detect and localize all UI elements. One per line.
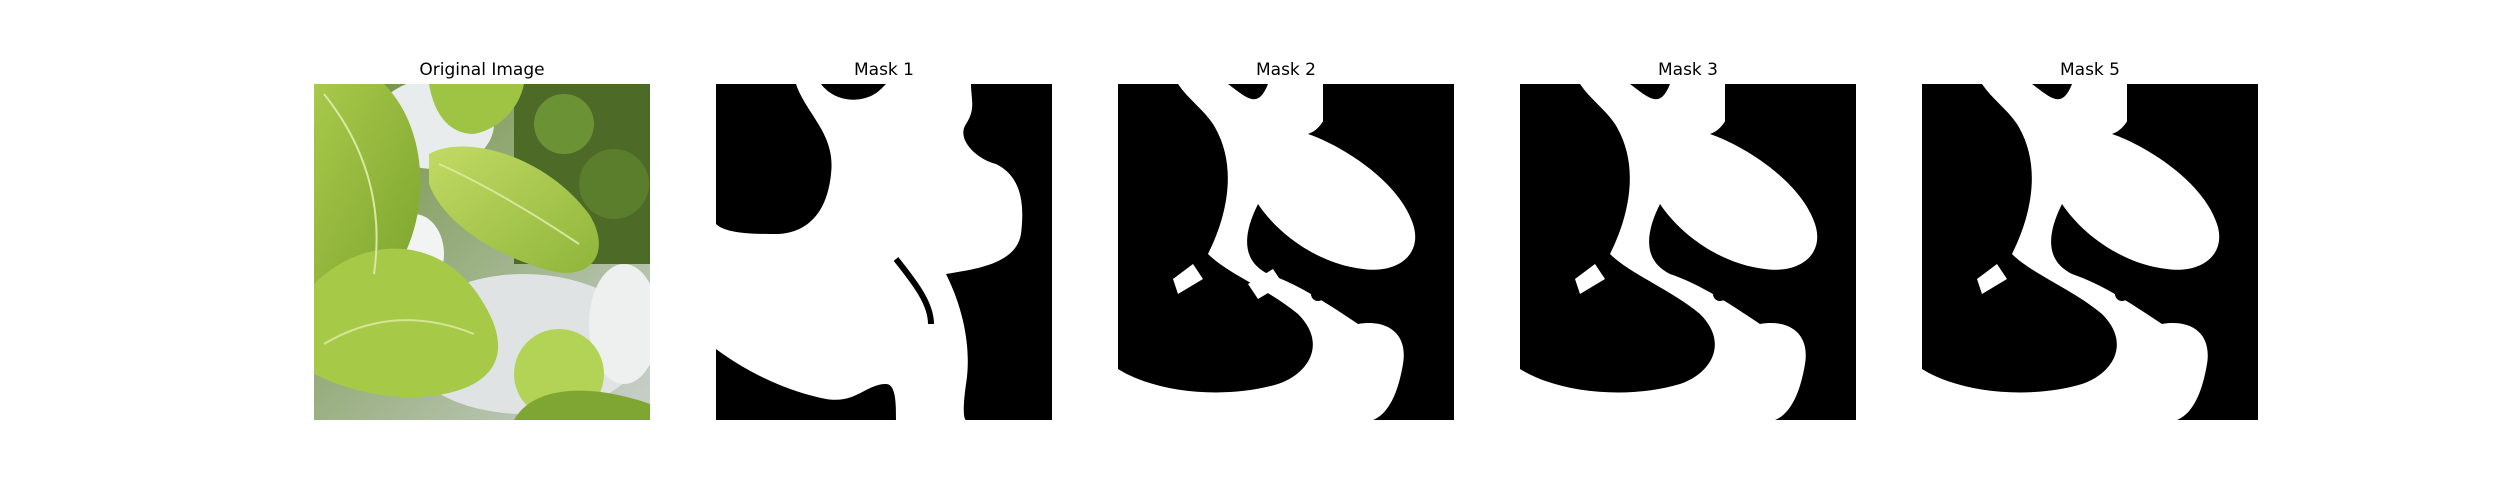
mask-3-title: Mask 3: [1657, 60, 1718, 80]
mask-5-image: [1922, 84, 2258, 420]
mask-5-title: Mask 5: [2059, 60, 2120, 80]
mask-3-image: [1520, 84, 1856, 420]
original-image-panel: Original Image: [314, 60, 650, 420]
mask-2-title: Mask 2: [1255, 60, 1316, 80]
mask-1-title: Mask 1: [853, 60, 914, 80]
mask-5-panel: Mask 5: [1922, 60, 2258, 420]
original-image-title: Original Image: [419, 60, 545, 80]
mask-1-image: [716, 84, 1052, 420]
mask-3-panel: Mask 3: [1520, 60, 1856, 420]
original-image: [314, 84, 650, 420]
mask-2-image: [1118, 84, 1454, 420]
mask-2-panel: Mask 2: [1118, 60, 1454, 420]
mask-1-panel: Mask 1: [716, 60, 1052, 420]
